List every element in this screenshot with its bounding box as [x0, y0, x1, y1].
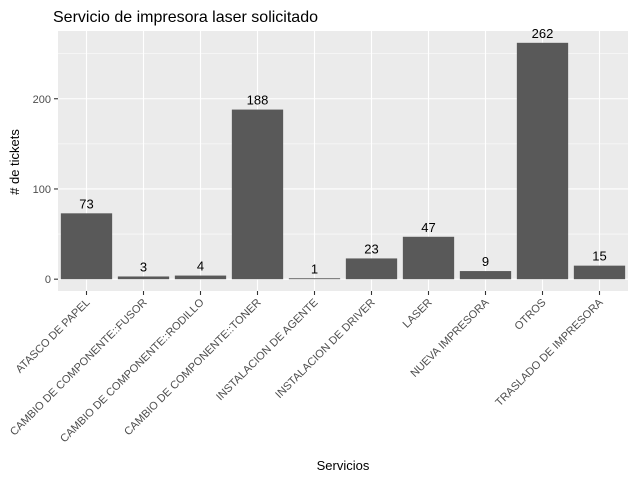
x-tick-label: LASER	[401, 297, 435, 331]
data-label: 4	[197, 259, 204, 274]
bar	[60, 213, 113, 280]
bar	[516, 42, 569, 280]
y-tick-label: 200	[33, 94, 51, 106]
data-label: 47	[421, 220, 435, 235]
bar	[573, 265, 626, 280]
data-label: 188	[247, 93, 269, 108]
data-label: 15	[592, 249, 606, 264]
x-tick-label: TRASLADO DE IMPRESORA	[493, 296, 606, 409]
bar	[402, 236, 455, 280]
y-axis: 0 100 200	[33, 94, 58, 286]
data-label: 3	[140, 259, 147, 274]
data-label: 23	[364, 241, 378, 256]
x-tick-label: OTROS	[512, 297, 548, 333]
bar	[231, 109, 284, 280]
bar	[288, 278, 341, 280]
chart-title: Servicio de impresora laser solicitado	[53, 9, 318, 26]
bar	[345, 258, 398, 280]
data-label: 73	[79, 196, 93, 211]
bar	[459, 271, 512, 280]
bar	[174, 275, 227, 280]
bar	[117, 276, 170, 280]
x-tick-label: INSTALACION DE DRIVER	[273, 297, 377, 401]
data-labels: 73 3 4 188 1 23 47 9 262 15	[79, 26, 606, 276]
x-axis-title: Servicios	[317, 458, 370, 473]
data-label: 9	[482, 254, 489, 269]
y-tick-label: 100	[33, 184, 51, 196]
data-label: 262	[532, 26, 554, 41]
data-label: 1	[311, 261, 318, 276]
bars	[60, 42, 626, 280]
y-axis-title: # de tickets	[7, 129, 22, 195]
y-tick-label: 0	[45, 274, 51, 286]
x-tick-label: INSTALACION DE AGENTE	[214, 297, 320, 403]
